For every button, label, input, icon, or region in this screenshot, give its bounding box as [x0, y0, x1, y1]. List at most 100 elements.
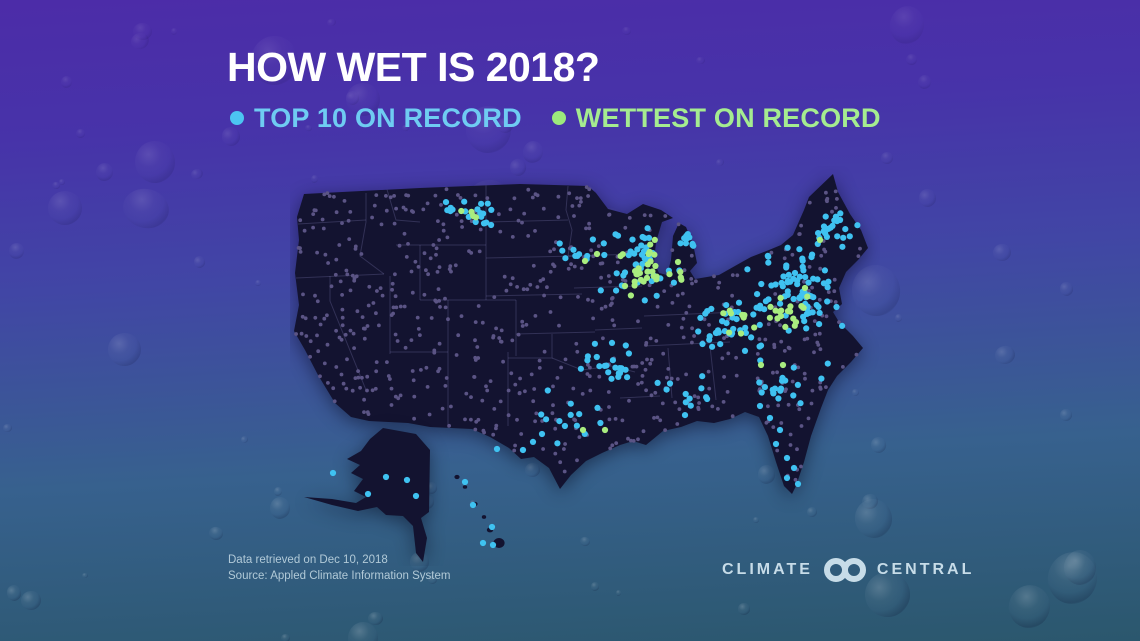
station-dot: [463, 417, 467, 422]
station-dot: [575, 196, 579, 200]
water-droplet: [47, 191, 82, 225]
water-droplet: [520, 138, 546, 165]
top10-dot: [802, 274, 809, 281]
station-dot: [350, 388, 355, 393]
station-dot: [823, 249, 828, 254]
station-dot: [810, 388, 815, 393]
station-dot: [345, 272, 350, 277]
station-dot: [441, 222, 446, 227]
station-dot: [599, 306, 604, 311]
station-dot: [508, 207, 513, 212]
station-dot: [580, 392, 585, 396]
station-dot: [498, 339, 503, 344]
station-dot: [522, 211, 527, 216]
station-dot: [438, 305, 442, 309]
station-dot: [556, 215, 561, 220]
wettest-dot: [666, 271, 673, 278]
station-dot: [606, 274, 611, 278]
station-dot: [469, 417, 473, 422]
station-dot: [343, 332, 348, 337]
station-dot: [356, 369, 360, 373]
station-dot: [513, 443, 517, 448]
station-dot: [553, 426, 558, 431]
station-dot: [817, 331, 822, 336]
top10-dot: [800, 313, 807, 320]
top10-dot: [824, 360, 831, 367]
station-dot: [572, 214, 576, 218]
station-dot: [389, 403, 394, 407]
station-dot: [531, 263, 536, 268]
wettest-dot: [627, 292, 634, 299]
station-dot: [548, 310, 553, 314]
station-dot: [485, 196, 490, 200]
station-dot: [687, 304, 692, 309]
water-droplet: [81, 573, 88, 579]
station-dot: [340, 293, 344, 297]
top10-dot: [622, 366, 629, 373]
station-dot: [497, 212, 501, 217]
water-droplet: [131, 22, 154, 42]
wettest-dot: [791, 322, 798, 329]
station-dot: [541, 447, 545, 451]
station-dot: [772, 345, 777, 350]
wettest-dot: [653, 276, 660, 283]
station-dot: [591, 316, 595, 321]
top10-dot: [480, 210, 487, 217]
top10-dot: [469, 501, 477, 509]
station-dot: [788, 443, 793, 447]
top10-dot: [653, 292, 660, 299]
station-dot: [480, 320, 485, 325]
station-dot: [534, 411, 539, 416]
top10-dot: [570, 246, 577, 253]
top10-dot: [622, 342, 629, 349]
station-dot: [654, 339, 659, 343]
station-dot: [601, 336, 605, 341]
station-dot: [824, 385, 828, 389]
station-dot: [755, 376, 760, 381]
station-dot: [596, 244, 601, 248]
station-dot: [509, 371, 514, 376]
top10-dot: [478, 200, 485, 207]
station-dot: [322, 192, 327, 197]
station-dot: [830, 209, 834, 214]
station-dot: [460, 225, 464, 229]
top10-dot: [605, 369, 612, 376]
top10-dot: [839, 322, 846, 329]
top10-dot: [447, 208, 454, 215]
water-droplet: [254, 278, 262, 287]
top10-dot: [814, 276, 821, 283]
station-dot: [663, 428, 667, 432]
top10-dot: [842, 226, 849, 233]
station-dot: [353, 247, 358, 251]
station-dot: [663, 214, 668, 218]
station-dot: [532, 387, 537, 391]
station-dot: [681, 316, 686, 321]
station-dot: [512, 196, 517, 201]
station-dot: [315, 333, 319, 338]
wettest-dot: [798, 303, 805, 310]
station-dot: [648, 361, 653, 366]
top10-dot: [489, 541, 497, 549]
station-dot: [469, 251, 474, 255]
station-dot: [488, 379, 493, 383]
station-dot: [344, 268, 349, 273]
station-dot: [587, 226, 592, 231]
station-dot: [443, 384, 448, 388]
top10-dot: [488, 523, 496, 531]
station-dot: [347, 237, 352, 241]
station-dot: [799, 464, 803, 469]
station-dot: [614, 441, 619, 445]
station-dot: [775, 370, 779, 375]
wettest-dot: [782, 323, 789, 330]
station-dot: [675, 377, 680, 381]
top10-dot: [777, 387, 784, 394]
station-dot: [437, 341, 442, 346]
station-dot: [529, 372, 534, 377]
station-dot: [571, 386, 576, 391]
station-dot: [676, 222, 681, 227]
station-dot: [696, 395, 701, 400]
top10-dot: [615, 370, 622, 377]
water-droplet: [1041, 546, 1104, 611]
map-legend: TOP 10 ON RECORD WETTEST ON RECORD: [230, 102, 881, 134]
station-dot: [558, 460, 563, 465]
